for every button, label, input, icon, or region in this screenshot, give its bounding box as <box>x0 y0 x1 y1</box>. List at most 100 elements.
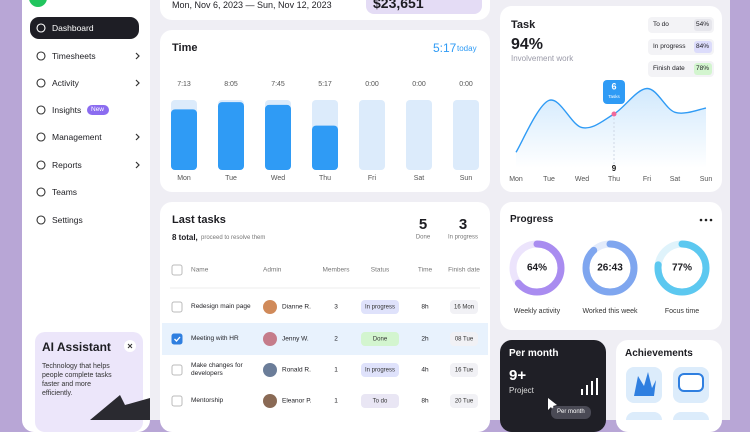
point <box>611 111 617 117</box>
finish-date: 16 Mon <box>454 305 474 311</box>
x-tick-label: Sat <box>670 176 681 183</box>
finish-pill <box>450 300 478 314</box>
menu-label[interactable]: Management <box>52 132 102 142</box>
row-highlight <box>162 323 488 355</box>
bar <box>265 104 291 170</box>
bar-value-label: 8:05 <box>224 81 238 88</box>
row-checkbox[interactable] <box>171 395 183 407</box>
stat-value: 78% <box>696 65 710 72</box>
per-month-label: Project <box>509 386 534 395</box>
ring-arc <box>509 240 565 296</box>
menu-label[interactable]: Activity <box>52 78 79 88</box>
row-checkbox[interactable] <box>171 364 183 376</box>
task-name: Meeting with HR <box>191 335 239 342</box>
bar <box>312 125 338 170</box>
achievement-icon <box>634 372 656 396</box>
ring-arc <box>582 240 638 296</box>
ring-label: 26:43 <box>597 263 623 274</box>
menu-label[interactable]: Settings <box>52 215 83 225</box>
amount-box <box>366 0 482 14</box>
card-title: Time <box>172 42 198 54</box>
finish-date: 20 Tue <box>455 399 474 405</box>
chevron <box>135 133 140 141</box>
assistant-title: AI Assistant <box>42 340 111 354</box>
progress-card <box>500 202 722 330</box>
members: 1 <box>334 398 338 405</box>
bar <box>171 109 197 170</box>
stat-value: 84% <box>696 43 710 50</box>
column-header: Admin <box>263 267 282 274</box>
menu-label[interactable]: Dashboard <box>52 23 94 33</box>
bar-track <box>406 100 432 170</box>
menu-label[interactable]: Reports <box>52 160 82 170</box>
menu-icon <box>36 78 46 88</box>
overlay: 7:13 Mon 8:05 Tue 7:45 Wed 5:17 Thu 0:00 Fri 0:00 S… <box>29 0 714 420</box>
bars-icon <box>581 378 598 395</box>
menu-icon <box>36 51 46 61</box>
x-tick-label: Wed <box>575 176 589 183</box>
ring-caption: Worked this week <box>582 308 638 315</box>
achievement-tile[interactable] <box>626 412 662 420</box>
menu-icon <box>36 23 46 33</box>
bar-value-label: 7:13 <box>177 81 191 88</box>
stat-label: To do <box>653 21 669 28</box>
summary-value: 5 <box>419 216 427 233</box>
tooltip-label: Tasks <box>608 94 620 99</box>
row-checkbox[interactable] <box>171 301 183 313</box>
admin-name: Eleanor P. <box>282 398 312 405</box>
ring-label: 77% <box>672 263 692 274</box>
tooltip-text: Per month <box>557 409 585 415</box>
achievement-tile[interactable] <box>673 412 709 420</box>
menu-dot[interactable] <box>699 218 703 222</box>
menu-icon <box>36 160 46 170</box>
finish-date: 16 Tue <box>455 368 474 374</box>
today-value: 5:17 <box>433 41 457 55</box>
bar <box>218 102 244 170</box>
x-tick-label: Sun <box>460 175 473 182</box>
menu-label[interactable]: Teams <box>52 187 78 197</box>
achievement-tile[interactable] <box>626 367 662 403</box>
status-pill <box>361 394 399 408</box>
avatar <box>263 363 277 377</box>
finish-pill <box>450 332 478 346</box>
admin-name: Jenny W. <box>282 336 309 343</box>
task-name: Make changes for developers <box>191 362 243 377</box>
time: 8h <box>421 304 429 311</box>
finish-date: 08 Tue <box>455 337 474 343</box>
ring-caption: Weekly activity <box>514 308 561 315</box>
status-pill <box>361 363 399 377</box>
task-name: Mentorship <box>191 397 224 404</box>
time: 4h <box>421 367 429 374</box>
tooltip-value: 6 <box>611 81 616 91</box>
time: 2h <box>421 336 429 343</box>
menu-label[interactable]: Insights <box>52 105 82 115</box>
bar-value-label: 0:00 <box>365 81 379 88</box>
x-tick-label: Thu <box>608 176 620 183</box>
status: In progress <box>365 368 395 374</box>
chevron <box>135 79 140 87</box>
assistant-illustration <box>90 395 150 420</box>
stat-pill <box>694 41 712 53</box>
summary-value: 3 <box>459 216 467 233</box>
x-tick-label: Tue <box>543 176 555 183</box>
active-pill[interactable] <box>30 17 139 39</box>
marker-value: 9 <box>612 164 617 173</box>
row-checkbox[interactable] <box>171 333 183 345</box>
close-icon <box>127 343 133 349</box>
stat-label: Finish date <box>653 65 685 72</box>
ring-caption: Focus time <box>665 308 699 315</box>
x-tick-label: Mon <box>509 176 523 183</box>
menu-label[interactable]: Timesheets <box>52 51 96 61</box>
avatar <box>263 300 277 314</box>
stat-value: 54% <box>696 21 710 28</box>
admin-name: Ronald R. <box>282 367 311 374</box>
members: 1 <box>334 367 338 374</box>
check-icon <box>174 336 181 342</box>
header-checkbox[interactable] <box>171 264 183 276</box>
x-tick-label: Sat <box>414 175 425 182</box>
x-tick-label: Sun <box>700 176 713 183</box>
bar-track <box>359 100 385 170</box>
menu-dot <box>709 218 713 222</box>
x-tick-label: Fri <box>643 176 652 183</box>
assistant-text: Technology that helps people complete ta… <box>42 363 112 397</box>
